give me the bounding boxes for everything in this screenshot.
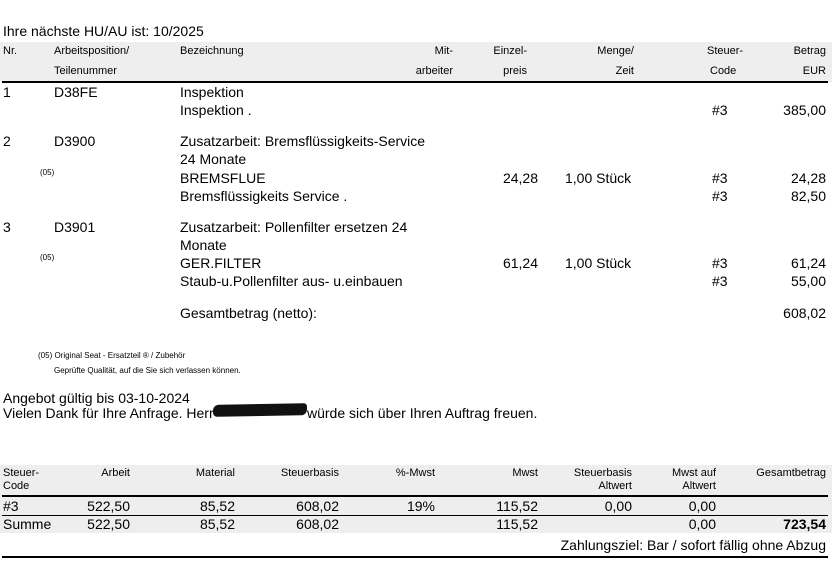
line-tax: #3 bbox=[712, 170, 728, 186]
pos-title: Inspektion bbox=[180, 84, 244, 100]
payment-terms: Zahlungsziel: Bar / sofort fällig ohne A… bbox=[560, 537, 826, 553]
pos-title: Zusatzarbeit: Bremsflüssigkeits-Service bbox=[180, 133, 426, 149]
sum-col-gesamt: Gesamtbetrag bbox=[756, 467, 826, 479]
sum-col-mwstalt: Mwst auf bbox=[671, 467, 716, 479]
row-mwstalt: 0,00 bbox=[688, 498, 716, 514]
col-bez: Bezeichnung bbox=[180, 45, 244, 57]
line-tax: #3 bbox=[712, 102, 728, 118]
row-pct: 19% bbox=[406, 498, 435, 514]
col-menge: Menge/ bbox=[597, 45, 634, 57]
col-betrag-2: EUR bbox=[802, 65, 826, 77]
line-amount: 61,24 bbox=[790, 255, 826, 271]
line-amount: 24,28 bbox=[790, 170, 826, 186]
row-arbeit: 522,50 bbox=[87, 498, 130, 514]
sum-col-arbeit: Arbeit bbox=[101, 467, 130, 479]
redacted-name bbox=[212, 403, 308, 417]
offer-validity: Angebot gültig bis 03-10-2024 bbox=[3, 390, 190, 406]
col-steuer: Steuer- bbox=[707, 45, 744, 57]
row-alt: 0,00 bbox=[604, 498, 632, 514]
total-net-value: 608,02 bbox=[783, 305, 826, 321]
pos-code: D38FE bbox=[54, 84, 98, 100]
line-desc: Inspektion . bbox=[180, 102, 252, 118]
pos-nr: 2 bbox=[3, 133, 11, 149]
thanks-text-2: würde sich über Ihren Auftrag freuen. bbox=[307, 405, 538, 421]
sum-col-material: Material bbox=[195, 467, 235, 479]
sum-label: Summe bbox=[3, 516, 52, 532]
pos-title: Zusatzarbeit: Pollenfilter ersetzen 24 bbox=[180, 219, 408, 235]
sum-basis: 608,02 bbox=[296, 516, 339, 532]
col-pos: Arbeitsposition/ bbox=[54, 45, 130, 57]
line-tax: #3 bbox=[712, 273, 728, 289]
col-betrag: Betrag bbox=[793, 45, 826, 57]
col-nr: Nr. bbox=[3, 45, 18, 57]
sum-col-mwst: Mwst bbox=[512, 467, 538, 479]
summary-divider-2 bbox=[2, 515, 828, 516]
total-net-label: Gesamtbetrag (netto): bbox=[180, 305, 317, 321]
row-basis: 608,02 bbox=[296, 498, 339, 514]
pos-nr: 1 bbox=[3, 84, 11, 100]
line-desc: BREMSFLUE bbox=[180, 170, 266, 186]
sum-col-pct: %-Mwst bbox=[395, 467, 435, 479]
pos-nr: 3 bbox=[3, 219, 11, 235]
footnote-marker: (05) bbox=[40, 168, 55, 177]
col-pos-2: Teilenummer bbox=[54, 65, 117, 77]
col-mit-2: arbeiter bbox=[415, 65, 453, 77]
sum-col-alt: Steuerbasis bbox=[573, 467, 632, 479]
line-desc: GER.FILTER bbox=[180, 255, 262, 271]
summary-bg bbox=[0, 465, 832, 533]
sum-col-mwstalt-2: Altwert bbox=[682, 480, 716, 492]
col-steuer-2: Code bbox=[710, 65, 737, 77]
line-amount: 385,00 bbox=[783, 102, 826, 118]
line-tax: #3 bbox=[712, 188, 728, 204]
sum-col-code-2: Code bbox=[3, 480, 30, 492]
pos-title-2: Monate bbox=[180, 237, 227, 253]
line-desc: Bremsflüssigkeits Service . bbox=[180, 188, 348, 204]
sum-col-basis: Steuerbasis bbox=[280, 467, 339, 479]
line-unit-price: 61,24 bbox=[502, 255, 538, 271]
col-einzel-2: preis bbox=[503, 65, 527, 77]
sum-gesamt: 723,54 bbox=[783, 516, 826, 532]
sum-col-code: Steuer- bbox=[3, 467, 40, 479]
sum-mwst: 115,52 bbox=[496, 516, 538, 532]
sum-material: 85,52 bbox=[199, 516, 235, 532]
line-qty: 1,00 Stück bbox=[565, 255, 632, 271]
row-material: 85,52 bbox=[199, 498, 235, 514]
footnote-2: Geprüfte Qualität, auf die Sie sich verl… bbox=[54, 366, 241, 375]
col-menge-2: Zeit bbox=[615, 65, 634, 77]
hu-au-note: Ihre nächste HU/AU ist: 10/2025 bbox=[3, 23, 204, 39]
sum-mwstalt: 0,00 bbox=[688, 516, 716, 532]
line-desc: Staub-u.Pollenfilter aus- u.einbauen bbox=[180, 273, 403, 289]
line-tax: #3 bbox=[712, 255, 728, 271]
thanks-text: Vielen Dank für Ihre Anfrage. Herr bbox=[3, 405, 214, 421]
pos-code: D3901 bbox=[54, 219, 96, 235]
pos-title-2: 24 Monate bbox=[180, 151, 247, 167]
row-code: #3 bbox=[3, 498, 19, 514]
sum-arbeit: 522,50 bbox=[87, 516, 130, 532]
line-amount: 82,50 bbox=[790, 188, 826, 204]
sum-col-alt-2: Altwert bbox=[598, 480, 632, 492]
row-mwst: 115,52 bbox=[496, 498, 538, 514]
col-mit: Mit- bbox=[434, 45, 453, 57]
table-header-bg bbox=[0, 42, 832, 82]
bottom-divider bbox=[2, 556, 828, 558]
pos-code: D3900 bbox=[54, 133, 96, 149]
col-einzel: Einzel- bbox=[493, 45, 527, 57]
line-unit-price: 24,28 bbox=[502, 170, 538, 186]
line-qty: 1,00 Stück bbox=[565, 170, 632, 186]
summary-divider bbox=[2, 495, 828, 497]
line-amount: 55,00 bbox=[790, 273, 826, 289]
footnote-marker: (05) bbox=[40, 253, 55, 262]
footnote-1: (05) Original Seat - Ersatzteil ® / Zube… bbox=[38, 351, 186, 360]
header-divider bbox=[2, 81, 828, 83]
